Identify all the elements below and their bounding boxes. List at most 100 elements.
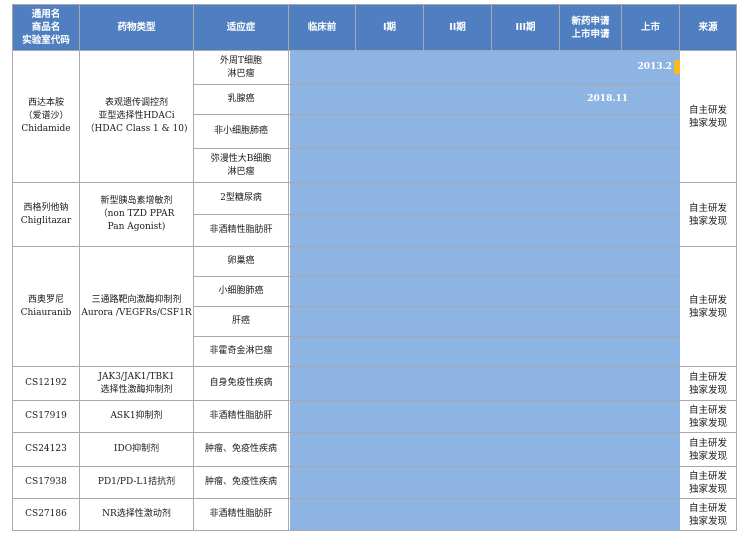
indication-label: 非小细胞肺癌 [213,126,268,136]
source-cell: 自主研发 独家发现 [679,246,737,367]
table-row: 非酒精性脂肪肝 [13,213,737,247]
indication-cell: 肝癌 [193,306,289,337]
drug-name-line: CS17938 [25,477,67,487]
indication-label: 非酒精性脂肪肝 [209,225,273,235]
drug-type-cell: NR选择性激动剂 [79,498,194,531]
source-line: 独家发现 [688,384,727,396]
table-row: 西格列他钠 Chiglitazar 新型胰岛素增敏剂 （non TZD PPAR Pan… [12,181,737,247]
progress-bar [291,223,359,237]
drug-name-line: CS17919 [25,411,67,421]
header-name: 通用名 商品名 实验室代码 [12,4,80,51]
drug-type-line: JAK3/JAK1/TBK1 [98,371,175,382]
drug-name-line: Chiauranib [20,307,72,318]
progress-bar [291,191,563,205]
source-line: 自主研发 [688,294,727,306]
drug-name-line: CS27186 [25,509,67,519]
drug-type-line: （HDAC Class 1 & 10) [85,124,188,134]
drug-name-line: 西格列他钠 [23,202,69,213]
drug-name-line: CS24123 [25,444,67,454]
progress-cell [289,147,681,183]
table-row: 弥漫性大B细胞 淋巴瘤 [13,147,737,183]
header-phase2: II期 [423,4,492,51]
source-line: 自主研发 [688,104,727,116]
drug-name-line: （爱谱沙） [23,111,69,121]
table-row: 非霍奇金淋巴瘤 [13,335,737,367]
market-date-badge: 2014.12 [674,60,680,74]
source-cell: 自主研发 独家发现 [679,466,737,499]
header-nda: 新药申请 上市申请 [559,4,622,51]
progress-bar [291,124,536,138]
progress-bar [291,254,461,268]
source-cell: 自主研发 独家发现 [679,182,737,247]
progress-bar [291,507,308,521]
source-cell: 自主研发 独家发现 [679,50,737,183]
progress-cell [289,213,681,247]
header-market: 上市 [621,4,680,51]
drug-type-line: Pan Agonist) [107,222,166,232]
indication-label: 卵巢癌 [227,256,255,266]
table-row: 小细胞肺癌 [13,275,737,307]
progress-cell [289,275,681,307]
drug-type-cell: JAK3/JAK1/TBK1 选择性激酶抑制剂 [79,366,194,401]
drug-type-line: NR选择性激动剂 [102,509,171,519]
table-row: 肝癌 [13,305,737,337]
indication-label: 非酒精性脂肪肝 [209,509,273,519]
source-line: 独家发现 [688,307,727,319]
indication-label: 外周T细胞 [219,55,262,66]
indication-cell: 非酒精性脂肪肝 [193,214,289,247]
indication-label: 淋巴瘤 [227,166,255,177]
indication-label: 淋巴瘤 [227,68,255,79]
indication-cell: 自身免疫性疾病 [193,366,289,401]
table-row: CS17919 ASK1抑制剂 非酒精性脂肪肝 自主研发 独家发现 [12,399,737,433]
progress-bar [291,314,444,328]
progress-cell: 2018.11 [289,83,681,115]
source-line: 自主研发 [688,502,727,514]
progress-cell [289,431,681,467]
drug-name-line: 西达本胺 [27,98,64,108]
drug-type-line: ASK1抑制剂 [110,411,163,421]
header-preclinical: 临床前 [288,4,356,51]
drug-name-cell: CS27186 [12,498,80,531]
drug-name-line: CS12192 [25,378,67,388]
progress-bar [291,92,628,106]
progress-cell [289,365,681,401]
drug-type-line: Aurora /VEGFRs/CSF1R [81,307,192,318]
indication-cell: 非酒精性脂肪肝 [193,498,289,531]
drug-type-cell: 三通路靶向激酶抑制剂 Aurora /VEGFRs/CSF1R [79,246,194,367]
indication-label: 2型糖尿病 [220,193,262,203]
drug-name-cell: CS12192 [12,366,80,401]
header-phase1: I期 [355,4,424,51]
drug-name-cell: 西奥罗尼 Chiauranib [12,246,80,367]
indication-label: 非酒精性脂肪肝 [209,411,273,421]
header-source: 来源 [679,4,737,51]
indication-label: 乳腺癌 [227,94,255,104]
source-line: 独家发现 [688,483,727,495]
indication-label: 肿瘤、免疫性疾病 [204,477,277,487]
progress-cell: 2013.22014.12 [289,49,681,85]
source-line: 自主研发 [688,404,727,416]
indication-cell: 肿瘤、免疫性疾病 [193,466,289,499]
drug-type-cell: PD1/PD-L1拮抗剂 [79,466,194,499]
source-line: 独家发现 [688,417,727,429]
source-line: 独家发现 [688,515,727,527]
drug-type-cell: 新型胰岛素增敏剂 （non TZD PPAR Pan Agonist) [79,182,194,247]
indication-label: 肝癌 [231,316,250,326]
indication-cell: 非霍奇金淋巴瘤 [193,336,289,367]
progress-cell [289,245,681,277]
progress-bar [291,60,672,74]
header-type: 药物类型 [79,4,194,51]
indication-label: 弥漫性大B细胞 [210,153,272,164]
table-row: CS27186 NR选择性激动剂 非酒精性脂肪肝 自主研发 独家发现 [12,497,737,531]
drug-type-line: PD1/PD-L1拮抗剂 [97,477,176,487]
progress-cell [289,399,681,433]
source-cell: 自主研发 独家发现 [679,400,737,433]
source-cell: 自主研发 独家发现 [679,432,737,467]
drug-type-line: 新型胰岛素增敏剂 [100,196,173,206]
drug-name-cell: 西格列他钠 Chiglitazar [12,182,80,247]
progress-cell [289,113,681,149]
indication-cell: 外周T细胞淋巴瘤 [193,50,289,85]
source-line: 独家发现 [688,117,727,129]
indication-cell: 非小细胞肺癌 [193,114,289,149]
drug-type-line: 亚型选择性HDACi [98,111,175,121]
progress-bar [291,158,495,172]
